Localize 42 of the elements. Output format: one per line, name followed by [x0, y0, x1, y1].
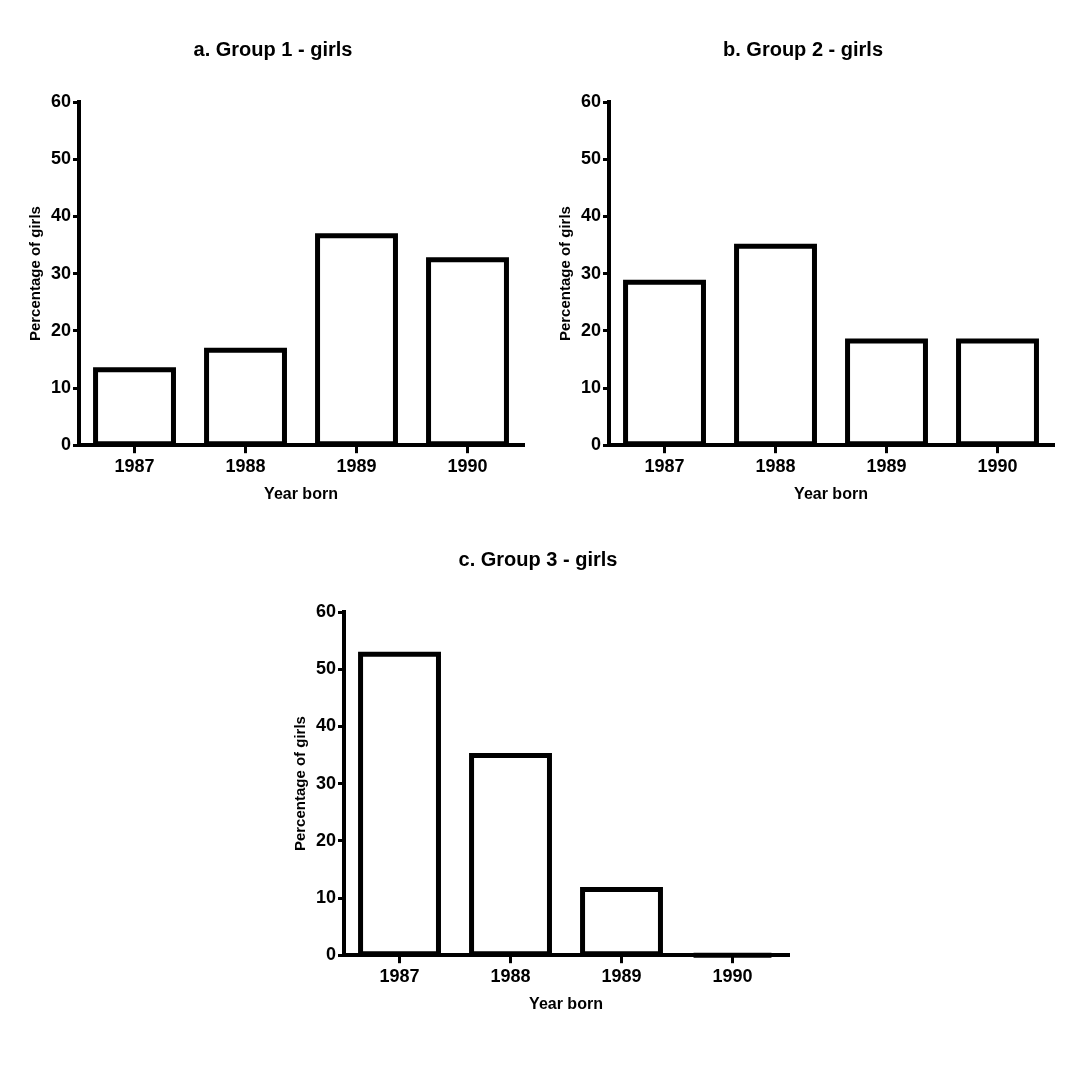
- y-axis-title: Percentage of girls: [26, 206, 44, 342]
- y-axis-title: Percentage of girls: [291, 716, 309, 852]
- y-tick-label: 20: [315, 829, 337, 850]
- y-tick-label: 50: [315, 658, 337, 679]
- y-tick-label: 60: [315, 600, 337, 621]
- chart-title: b. Group 2 - girls: [722, 37, 884, 60]
- x-tick-label: 1989: [866, 455, 907, 476]
- y-tick-label: 30: [50, 262, 72, 283]
- x-tick-label: 1988: [755, 455, 796, 476]
- y-tick-label: 30: [580, 262, 602, 283]
- y-tick-label: 10: [315, 886, 337, 907]
- y-axis-title: Percentage of girls: [556, 206, 574, 342]
- y-tick-label: 0: [326, 944, 337, 965]
- y-tick-label: 0: [61, 434, 72, 455]
- x-tick-label: 1990: [712, 965, 753, 986]
- x-axis-title: Year born: [794, 484, 868, 502]
- y-tick-label: 30: [315, 772, 337, 793]
- y-tick-label: 50: [580, 148, 602, 169]
- x-tick-label: 1988: [225, 455, 266, 476]
- y-tick-label: 40: [580, 205, 602, 226]
- x-tick-label: 1990: [447, 455, 488, 476]
- chart-title: c. Group 3 - girls: [458, 547, 618, 570]
- x-tick-label: 1988: [490, 965, 531, 986]
- x-tick-label: 1987: [644, 455, 685, 476]
- x-tick-label: 1989: [601, 965, 642, 986]
- x-axis-title: Year born: [264, 484, 338, 502]
- y-tick-label: 20: [50, 319, 72, 340]
- x-tick-label: 1987: [379, 965, 420, 986]
- x-tick-label: 1990: [977, 455, 1018, 476]
- y-tick-label: 60: [50, 90, 72, 111]
- x-tick-label: 1987: [114, 455, 155, 476]
- y-tick-label: 10: [50, 376, 72, 397]
- y-tick-label: 60: [580, 90, 602, 111]
- y-tick-label: 0: [591, 434, 602, 455]
- y-tick-label: 40: [315, 715, 337, 736]
- y-tick-label: 40: [50, 205, 72, 226]
- y-tick-label: 10: [580, 376, 602, 397]
- chart-title: a. Group 1 - girls: [193, 37, 353, 60]
- x-axis-title: Year born: [529, 994, 603, 1012]
- y-tick-label: 50: [50, 148, 72, 169]
- y-tick-label: 20: [580, 319, 602, 340]
- x-tick-label: 1989: [336, 455, 377, 476]
